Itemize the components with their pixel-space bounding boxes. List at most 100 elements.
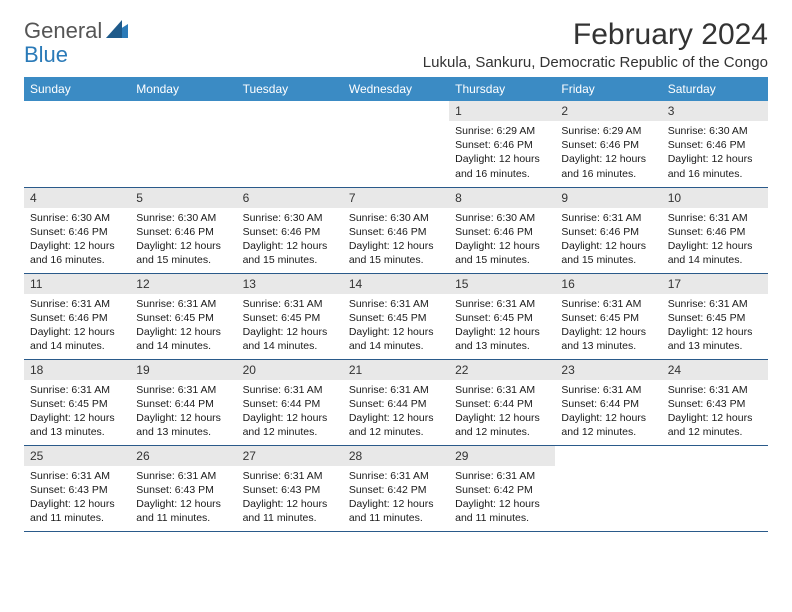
calendar-cell: 5Sunrise: 6:30 AMSunset: 6:46 PMDaylight… — [130, 187, 236, 273]
weekday-header: Tuesday — [237, 77, 343, 101]
day-number: 27 — [237, 446, 343, 466]
day-content: Sunrise: 6:31 AMSunset: 6:45 PMDaylight:… — [237, 294, 343, 357]
logo-text-general: General — [24, 18, 102, 44]
calendar-row: 25Sunrise: 6:31 AMSunset: 6:43 PMDayligh… — [24, 445, 768, 531]
calendar-cell: 15Sunrise: 6:31 AMSunset: 6:45 PMDayligh… — [449, 273, 555, 359]
calendar-cell: 12Sunrise: 6:31 AMSunset: 6:45 PMDayligh… — [130, 273, 236, 359]
day-number: 10 — [662, 188, 768, 208]
calendar-row: 1Sunrise: 6:29 AMSunset: 6:46 PMDaylight… — [24, 101, 768, 187]
weekday-header: Friday — [555, 77, 661, 101]
calendar-cell: 22Sunrise: 6:31 AMSunset: 6:44 PMDayligh… — [449, 359, 555, 445]
calendar-cell: 27Sunrise: 6:31 AMSunset: 6:43 PMDayligh… — [237, 445, 343, 531]
day-content: Sunrise: 6:31 AMSunset: 6:44 PMDaylight:… — [130, 380, 236, 443]
day-content: Sunrise: 6:30 AMSunset: 6:46 PMDaylight:… — [130, 208, 236, 271]
day-number: 6 — [237, 188, 343, 208]
month-title: February 2024 — [423, 18, 768, 52]
calendar-cell — [237, 101, 343, 187]
day-content: Sunrise: 6:31 AMSunset: 6:43 PMDaylight:… — [130, 466, 236, 529]
day-content: Sunrise: 6:31 AMSunset: 6:45 PMDaylight:… — [130, 294, 236, 357]
day-content: Sunrise: 6:31 AMSunset: 6:46 PMDaylight:… — [24, 294, 130, 357]
header: General February 2024 Lukula, Sankuru, D… — [24, 18, 768, 71]
day-content: Sunrise: 6:31 AMSunset: 6:46 PMDaylight:… — [662, 208, 768, 271]
calendar-head: SundayMondayTuesdayWednesdayThursdayFrid… — [24, 77, 768, 101]
calendar-cell: 20Sunrise: 6:31 AMSunset: 6:44 PMDayligh… — [237, 359, 343, 445]
day-number: 15 — [449, 274, 555, 294]
day-number: 21 — [343, 360, 449, 380]
day-content: Sunrise: 6:31 AMSunset: 6:46 PMDaylight:… — [555, 208, 661, 271]
day-content: Sunrise: 6:30 AMSunset: 6:46 PMDaylight:… — [449, 208, 555, 271]
day-number: 13 — [237, 274, 343, 294]
calendar-cell — [24, 101, 130, 187]
calendar-cell: 19Sunrise: 6:31 AMSunset: 6:44 PMDayligh… — [130, 359, 236, 445]
calendar-cell — [343, 101, 449, 187]
title-block: February 2024 Lukula, Sankuru, Democrati… — [423, 18, 768, 71]
logo: General — [24, 18, 130, 44]
calendar-row: 18Sunrise: 6:31 AMSunset: 6:45 PMDayligh… — [24, 359, 768, 445]
calendar-cell: 21Sunrise: 6:31 AMSunset: 6:44 PMDayligh… — [343, 359, 449, 445]
day-content: Sunrise: 6:31 AMSunset: 6:43 PMDaylight:… — [24, 466, 130, 529]
day-content: Sunrise: 6:29 AMSunset: 6:46 PMDaylight:… — [449, 121, 555, 184]
day-content: Sunrise: 6:30 AMSunset: 6:46 PMDaylight:… — [237, 208, 343, 271]
calendar-cell: 29Sunrise: 6:31 AMSunset: 6:42 PMDayligh… — [449, 445, 555, 531]
calendar-cell: 1Sunrise: 6:29 AMSunset: 6:46 PMDaylight… — [449, 101, 555, 187]
day-content: Sunrise: 6:31 AMSunset: 6:45 PMDaylight:… — [662, 294, 768, 357]
calendar-body: 1Sunrise: 6:29 AMSunset: 6:46 PMDaylight… — [24, 101, 768, 531]
calendar-cell: 13Sunrise: 6:31 AMSunset: 6:45 PMDayligh… — [237, 273, 343, 359]
calendar-cell — [555, 445, 661, 531]
calendar-cell — [662, 445, 768, 531]
location: Lukula, Sankuru, Democratic Republic of … — [423, 54, 768, 71]
day-content: Sunrise: 6:31 AMSunset: 6:44 PMDaylight:… — [555, 380, 661, 443]
calendar-cell: 4Sunrise: 6:30 AMSunset: 6:46 PMDaylight… — [24, 187, 130, 273]
weekday-header: Sunday — [24, 77, 130, 101]
calendar-cell: 6Sunrise: 6:30 AMSunset: 6:46 PMDaylight… — [237, 187, 343, 273]
day-content: Sunrise: 6:31 AMSunset: 6:45 PMDaylight:… — [24, 380, 130, 443]
logo-triangle-icon — [106, 18, 128, 44]
calendar-cell: 26Sunrise: 6:31 AMSunset: 6:43 PMDayligh… — [130, 445, 236, 531]
calendar-cell: 9Sunrise: 6:31 AMSunset: 6:46 PMDaylight… — [555, 187, 661, 273]
day-content: Sunrise: 6:30 AMSunset: 6:46 PMDaylight:… — [24, 208, 130, 271]
calendar-cell: 28Sunrise: 6:31 AMSunset: 6:42 PMDayligh… — [343, 445, 449, 531]
day-content: Sunrise: 6:31 AMSunset: 6:44 PMDaylight:… — [449, 380, 555, 443]
calendar-cell: 25Sunrise: 6:31 AMSunset: 6:43 PMDayligh… — [24, 445, 130, 531]
day-number: 29 — [449, 446, 555, 466]
day-number: 16 — [555, 274, 661, 294]
day-number: 17 — [662, 274, 768, 294]
day-content: Sunrise: 6:30 AMSunset: 6:46 PMDaylight:… — [343, 208, 449, 271]
day-number: 2 — [555, 101, 661, 121]
calendar-cell: 7Sunrise: 6:30 AMSunset: 6:46 PMDaylight… — [343, 187, 449, 273]
day-content: Sunrise: 6:31 AMSunset: 6:44 PMDaylight:… — [237, 380, 343, 443]
weekday-header: Wednesday — [343, 77, 449, 101]
day-number: 4 — [24, 188, 130, 208]
day-content: Sunrise: 6:31 AMSunset: 6:45 PMDaylight:… — [449, 294, 555, 357]
calendar-cell: 2Sunrise: 6:29 AMSunset: 6:46 PMDaylight… — [555, 101, 661, 187]
calendar-cell: 11Sunrise: 6:31 AMSunset: 6:46 PMDayligh… — [24, 273, 130, 359]
calendar-cell: 3Sunrise: 6:30 AMSunset: 6:46 PMDaylight… — [662, 101, 768, 187]
calendar-cell: 17Sunrise: 6:31 AMSunset: 6:45 PMDayligh… — [662, 273, 768, 359]
day-content: Sunrise: 6:30 AMSunset: 6:46 PMDaylight:… — [662, 121, 768, 184]
day-number: 9 — [555, 188, 661, 208]
calendar-cell: 18Sunrise: 6:31 AMSunset: 6:45 PMDayligh… — [24, 359, 130, 445]
day-content: Sunrise: 6:31 AMSunset: 6:45 PMDaylight:… — [343, 294, 449, 357]
calendar-cell: 24Sunrise: 6:31 AMSunset: 6:43 PMDayligh… — [662, 359, 768, 445]
day-content: Sunrise: 6:31 AMSunset: 6:45 PMDaylight:… — [555, 294, 661, 357]
day-number: 26 — [130, 446, 236, 466]
day-number: 7 — [343, 188, 449, 208]
calendar-cell: 23Sunrise: 6:31 AMSunset: 6:44 PMDayligh… — [555, 359, 661, 445]
calendar-row: 11Sunrise: 6:31 AMSunset: 6:46 PMDayligh… — [24, 273, 768, 359]
calendar-table: SundayMondayTuesdayWednesdayThursdayFrid… — [24, 77, 768, 532]
day-number: 28 — [343, 446, 449, 466]
day-content: Sunrise: 6:31 AMSunset: 6:42 PMDaylight:… — [343, 466, 449, 529]
day-number: 20 — [237, 360, 343, 380]
day-number: 22 — [449, 360, 555, 380]
day-content: Sunrise: 6:31 AMSunset: 6:44 PMDaylight:… — [343, 380, 449, 443]
weekday-header: Saturday — [662, 77, 768, 101]
calendar-cell: 16Sunrise: 6:31 AMSunset: 6:45 PMDayligh… — [555, 273, 661, 359]
weekday-header: Thursday — [449, 77, 555, 101]
calendar-cell: 14Sunrise: 6:31 AMSunset: 6:45 PMDayligh… — [343, 273, 449, 359]
day-number: 12 — [130, 274, 236, 294]
day-number: 3 — [662, 101, 768, 121]
day-number: 23 — [555, 360, 661, 380]
day-number: 14 — [343, 274, 449, 294]
day-number: 19 — [130, 360, 236, 380]
calendar-row: 4Sunrise: 6:30 AMSunset: 6:46 PMDaylight… — [24, 187, 768, 273]
